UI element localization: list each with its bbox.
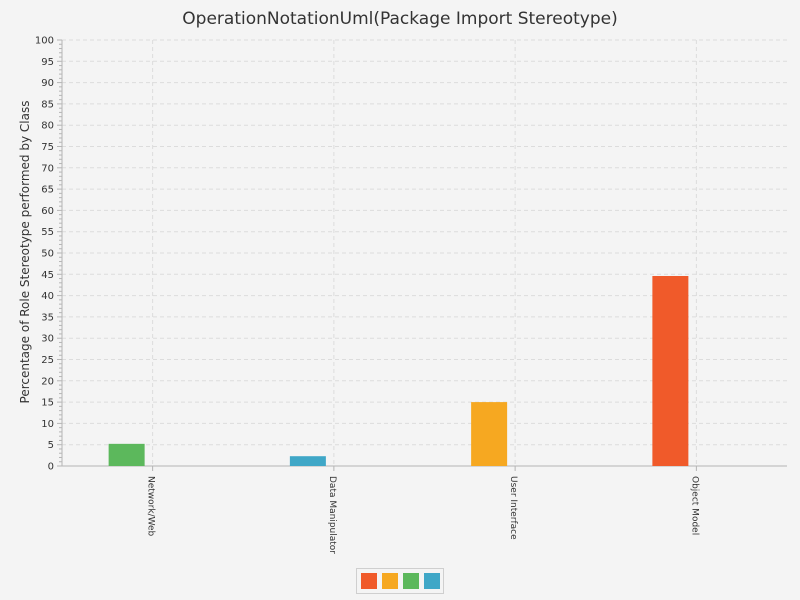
x-tick-label: Network/Web (146, 476, 156, 537)
y-tick-label: 95 (41, 57, 54, 68)
y-tick-label: 40 (41, 291, 54, 302)
x-tick-label: Object Model (689, 476, 699, 535)
y-tick-label: 80 (41, 121, 54, 132)
y-tick-label: 100 (35, 36, 54, 47)
y-tick-label: 90 (41, 78, 54, 89)
y-tick-label: 25 (41, 355, 54, 366)
y-tick-label: 85 (41, 99, 54, 110)
chart-title: OperationNotationUml(Package Import Ster… (182, 9, 617, 29)
y-axis-label: Percentage of Role Stereotype performed … (18, 101, 32, 404)
x-tick-label: User Interface (508, 476, 518, 540)
bar (471, 402, 508, 466)
y-tick-labels: 0 5 10 15 20 25 30 35 40 45 50 55 60 65 70 75 80 85 90 95 10… (35, 36, 54, 473)
x-tick-labels: Network/Web Data Manipulator User Interfac… (146, 476, 700, 554)
y-tick-label: 55 (41, 227, 54, 238)
legend-swatch (423, 573, 440, 589)
y-tick-label: 75 (41, 142, 54, 153)
y-tick-label: 15 (41, 398, 54, 409)
y-tick-label: 60 (41, 206, 54, 217)
y-tick-label: 5 (48, 440, 54, 451)
y-tick-label: 0 (48, 462, 54, 473)
y-tick-label: 50 (41, 249, 54, 260)
legend-swatch (381, 573, 398, 589)
y-tick-label: 45 (41, 270, 54, 281)
bar (108, 443, 145, 466)
legend-swatch (402, 573, 419, 589)
x-tick-label: Data Manipulator (327, 476, 337, 554)
bar (289, 456, 326, 466)
legend (356, 568, 444, 594)
bars (108, 276, 689, 466)
legend-swatch (360, 573, 377, 589)
y-tick-label: 70 (41, 163, 54, 174)
y-tick-label: 35 (41, 312, 54, 323)
y-tick-label: 30 (41, 334, 54, 345)
y-tick-label: 20 (41, 376, 54, 387)
y-tick-label: 65 (41, 185, 54, 196)
bar (652, 276, 689, 466)
y-tick-label: 10 (41, 419, 54, 430)
